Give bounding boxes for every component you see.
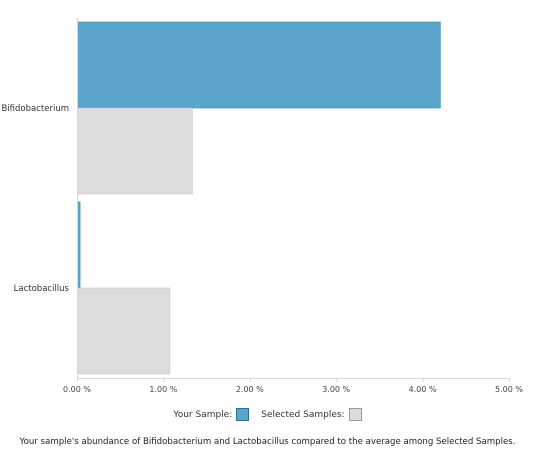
category-label-bifidobacterium: Bifidobacterium <box>1 104 69 114</box>
x-ticks-group: 0.00 % 1.00 % 2.00 % 3.00 % 4.00 % 5.00 % <box>63 378 523 394</box>
category-labels-group: Bifidobacterium Lactobacillus <box>1 104 69 294</box>
bar-your-sample-bifidobacterium <box>77 21 441 109</box>
x-tick-label: 2.00 % <box>236 385 264 394</box>
legend-label-selected-samples: Selected Samples: <box>261 409 345 420</box>
x-tick-label: 1.00 % <box>149 385 177 394</box>
x-tick-label: 3.00 % <box>322 385 350 394</box>
bar-selected-samples-bifidobacterium <box>77 107 193 195</box>
chart-caption: Your sample's abundance of Bifidobacteri… <box>19 437 516 447</box>
legend-swatch-selected-samples <box>348 408 362 421</box>
category-label-lactobacillus: Lactobacillus <box>14 284 70 294</box>
legend-label-your-sample: Your Sample: <box>173 409 233 420</box>
legend-swatch-your-sample <box>236 408 250 421</box>
x-tick-label: 5.00 % <box>495 385 523 394</box>
bars-group <box>77 21 441 375</box>
bar-selected-samples-lactobacillus <box>77 287 171 375</box>
legend-item-selected-samples: Selected Samples: <box>261 408 362 421</box>
legend: Your Sample: Selected Samples: <box>0 408 535 421</box>
x-tick-label: 0.00 % <box>63 385 91 394</box>
legend-item-your-sample: Your Sample: <box>173 408 250 421</box>
x-tick-label: 4.00 % <box>409 385 437 394</box>
